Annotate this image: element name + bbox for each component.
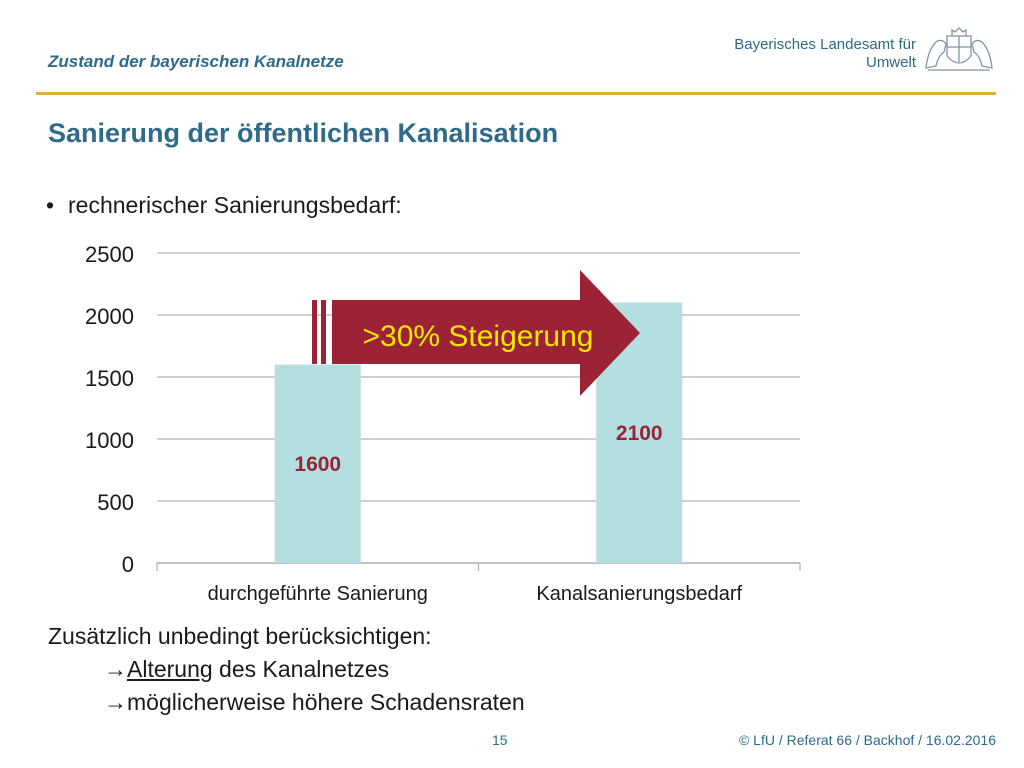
bullet-text: rechnerischer Sanierungsbedarf:	[68, 192, 402, 218]
slide-title: Sanierung der öffentlichen Kanalisation	[48, 118, 559, 148]
organization-name-line1: Bayerisches Landesamt für	[734, 36, 916, 53]
notes-item-aging-text: des Kanalnetzes	[212, 656, 390, 682]
arrow-right-icon: →	[104, 656, 127, 682]
bullet-dot: •	[46, 192, 55, 218]
y-tick-label: 1000	[85, 428, 134, 453]
y-tick-label: 0	[122, 552, 134, 577]
notes: Zusätzlich unbedingt berücksichtigen: →A…	[48, 620, 525, 719]
notes-heading: Zusätzlich unbedingt berücksichtigen:	[48, 623, 432, 649]
organization-name-line2: Umwelt	[865, 54, 916, 71]
bullet-item: • rechnerischer Sanierungsbedarf:	[46, 192, 402, 219]
notes-item-damage-text: möglicherweise höhere Schadensraten	[127, 689, 525, 715]
notes-item-damage: →möglicherweise höhere Schadensraten	[48, 686, 525, 719]
x-tick-label: durchgeführte Sanierung	[208, 583, 428, 605]
notes-item-aging-underlined: Alterung	[127, 656, 213, 682]
data-label: 2100	[616, 422, 663, 445]
accent-rule	[36, 92, 996, 95]
increase-arrow: >30% Steigerung	[312, 270, 640, 396]
arrow-right-icon: →	[104, 689, 127, 715]
coat-of-arms-icon	[925, 27, 993, 71]
x-tick-label: Kanalsanierungsbedarf	[536, 583, 742, 605]
header-title: Zustand der bayerischen Kanalnetze	[48, 52, 344, 71]
increase-label: >30% Steigerung	[362, 320, 593, 353]
bar	[274, 364, 361, 563]
y-tick-label: 1500	[85, 366, 134, 391]
y-tick-label: 500	[97, 490, 134, 515]
y-tick-label: 2000	[85, 304, 134, 329]
data-label: 1600	[294, 453, 341, 476]
notes-item-aging: →Alterung des Kanalnetzes	[48, 653, 525, 686]
y-tick-label: 2500	[85, 242, 134, 267]
footer-credit: © LfU / Referat 66 / Backhof / 16.02.201…	[738, 732, 996, 748]
page-number: 15	[492, 732, 508, 748]
organization-name: Bayerisches Landesamt für Umwelt	[734, 36, 916, 72]
